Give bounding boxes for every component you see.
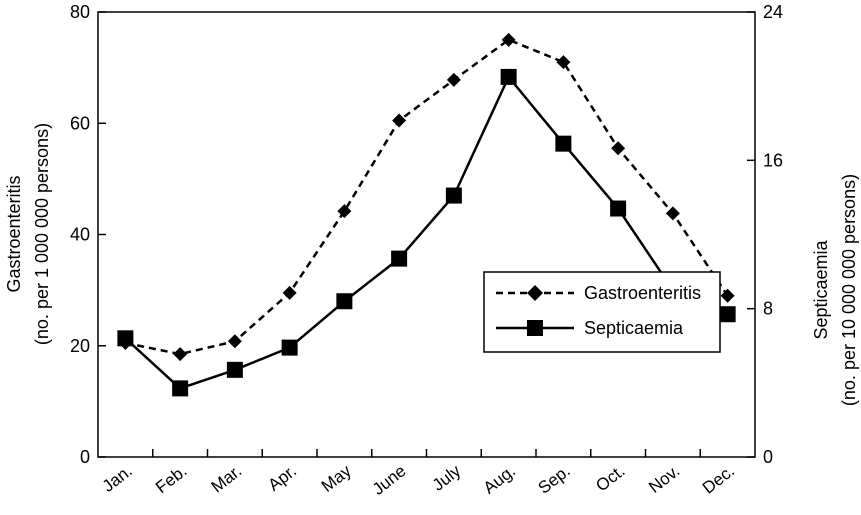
left-tick-label: 60 (70, 113, 90, 133)
data-point-gastroenteritis (611, 141, 626, 156)
x-tick-label: June (369, 461, 410, 499)
data-point-gastroenteritis (282, 285, 297, 300)
legend-septic-label: Septicaemia (584, 318, 684, 338)
left-tick-label: 40 (70, 225, 90, 245)
right-axis-title-line2: (no. per 10 000 000 persons) (839, 174, 859, 406)
data-point-septicaemia (117, 330, 134, 347)
series-line-gastroenteritis (125, 38, 729, 356)
x-tick-label: Feb. (152, 461, 191, 497)
data-point-septicaemia (719, 306, 736, 323)
data-point-gastroenteritis (501, 32, 516, 47)
data-point-septicaemia (391, 250, 408, 267)
left-tick-label: 20 (70, 336, 90, 356)
x-tick-label: Mar. (208, 461, 246, 496)
right-axis-title: Septicaemia (no. per 10 000 000 persons) (811, 174, 859, 406)
data-point-gastroenteritis (227, 334, 242, 349)
plot-frame (97, 11, 756, 458)
data-point-septicaemia (226, 361, 243, 378)
series-line-septicaemia (124, 74, 729, 390)
data-point-septicaemia (555, 135, 572, 152)
x-tick-label: Aug. (480, 461, 519, 498)
right-tick-label: 0 (763, 447, 773, 467)
left-axis-title: Gastroenteritis (no. per 1 000 000 perso… (4, 123, 52, 345)
data-point-septicaemia (172, 380, 189, 397)
data-point-septicaemia (336, 293, 353, 310)
x-tick-label: July (429, 461, 465, 495)
left-axis-ticks: 0 20 40 60 80 (70, 2, 106, 467)
x-tick-label: Sep. (535, 461, 574, 498)
data-point-gastroenteritis (173, 347, 188, 362)
x-tick-label: Nov. (645, 461, 683, 497)
data-point-gastroenteritis (392, 113, 407, 128)
data-point-gastroenteritis (337, 204, 352, 219)
data-point-gastroenteritis (665, 206, 680, 221)
right-tick-label: 16 (763, 150, 783, 170)
right-axis-title-line1: Septicaemia (811, 239, 831, 339)
data-point-septicaemia (281, 339, 298, 356)
data-point-gastroenteritis (720, 288, 735, 303)
x-tick-label: Dec. (699, 461, 738, 498)
legend-gastro-label: Gastroenteritis (584, 283, 701, 303)
left-axis-title-line2: (no. per 1 000 000 persons) (32, 123, 52, 345)
legend-box (483, 271, 721, 353)
left-tick-label: 0 (80, 447, 90, 467)
data-point-septicaemia (610, 200, 627, 217)
x-tick-label: Apr. (265, 461, 301, 495)
legend-gastro-marker (527, 285, 543, 301)
left-axis-title-line1: Gastroenteritis (4, 175, 24, 292)
legend: Gastroenteritis Septicaemia (483, 271, 721, 353)
data-point-septicaemia (500, 68, 517, 85)
data-point-gastroenteritis (556, 55, 571, 70)
x-tick-label: Jan. (99, 461, 136, 496)
x-tick-label: May (318, 461, 355, 496)
data-point-septicaemia (445, 187, 462, 204)
right-tick-label: 24 (763, 2, 783, 22)
right-tick-label: 8 (763, 299, 773, 319)
right-axis-ticks: 0 8 16 24 (747, 2, 783, 467)
legend-septic-marker (527, 320, 543, 336)
data-point-gastroenteritis (446, 72, 461, 87)
x-tick-label: Oct. (592, 461, 628, 495)
left-tick-label: 80 (70, 2, 90, 22)
